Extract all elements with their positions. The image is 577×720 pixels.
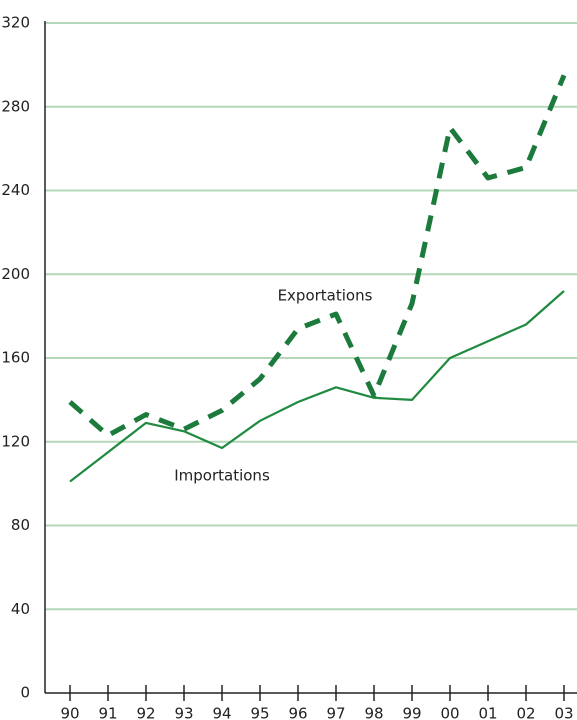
y-tick-label: 280 <box>1 97 30 115</box>
series-label: Importations <box>174 467 270 485</box>
x-tick-label: 01 <box>478 705 497 720</box>
y-tick-label: 120 <box>1 432 30 450</box>
x-tick-label: 03 <box>554 705 573 720</box>
x-tick-label: 92 <box>136 705 155 720</box>
x-tick-label: 99 <box>402 705 421 720</box>
y-tick-label: 40 <box>11 600 30 618</box>
x-tick-label: 02 <box>516 705 535 720</box>
x-tick-label: 90 <box>60 705 79 720</box>
x-tick-label: 95 <box>250 705 269 720</box>
y-tick-label: 160 <box>1 349 30 367</box>
y-tick-label: 0 <box>20 684 30 702</box>
y-tick-label: 200 <box>1 265 30 283</box>
y-tick-label: 320 <box>1 14 30 32</box>
x-tick-label: 98 <box>364 705 383 720</box>
x-tick-label: 93 <box>174 705 193 720</box>
series-label: Exportations <box>278 287 373 305</box>
y-tick-label: 80 <box>11 516 30 534</box>
x-tick-label: 00 <box>440 705 459 720</box>
x-tick-label: 94 <box>212 705 231 720</box>
x-tick-label: 91 <box>98 705 117 720</box>
series-line <box>68 74 567 438</box>
x-tick-label: 97 <box>326 705 345 720</box>
series-line <box>69 290 565 483</box>
y-tick-label: 240 <box>1 181 30 199</box>
x-tick-label: 96 <box>288 705 307 720</box>
